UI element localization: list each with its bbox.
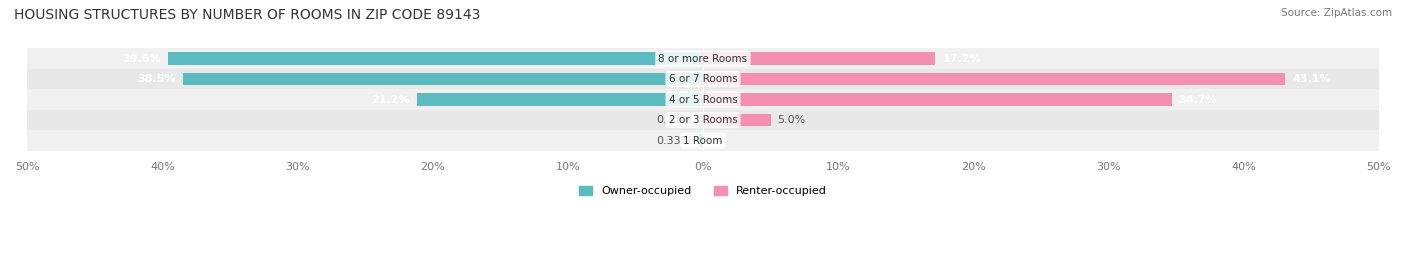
Bar — [27, 89, 1379, 110]
Text: 1 Room: 1 Room — [683, 136, 723, 146]
Text: 43.1%: 43.1% — [1292, 74, 1331, 84]
Text: 39.6%: 39.6% — [122, 54, 162, 63]
Text: 38.5%: 38.5% — [138, 74, 176, 84]
Bar — [699, 134, 703, 147]
Bar — [27, 48, 1379, 69]
Bar — [703, 73, 1285, 85]
Text: 34.7%: 34.7% — [1178, 95, 1218, 105]
Text: 0.33%: 0.33% — [657, 115, 692, 125]
Text: 21.2%: 21.2% — [371, 95, 409, 105]
Bar — [27, 69, 1379, 89]
Bar — [703, 114, 770, 126]
Text: 8 or more Rooms: 8 or more Rooms — [658, 54, 748, 63]
Text: 17.2%: 17.2% — [942, 54, 981, 63]
Bar — [183, 73, 703, 85]
Text: 0.33%: 0.33% — [657, 136, 692, 146]
Bar — [703, 52, 935, 65]
Bar — [416, 93, 703, 106]
Text: 6 or 7 Rooms: 6 or 7 Rooms — [669, 74, 737, 84]
Text: Source: ZipAtlas.com: Source: ZipAtlas.com — [1281, 8, 1392, 18]
Legend: Owner-occupied, Renter-occupied: Owner-occupied, Renter-occupied — [575, 182, 831, 201]
Bar — [27, 130, 1379, 151]
Bar — [27, 110, 1379, 130]
Bar — [699, 114, 703, 126]
Text: 5.0%: 5.0% — [778, 115, 806, 125]
Text: 4 or 5 Rooms: 4 or 5 Rooms — [669, 95, 737, 105]
Bar — [167, 52, 703, 65]
Bar — [703, 93, 1173, 106]
Text: 2 or 3 Rooms: 2 or 3 Rooms — [669, 115, 737, 125]
Text: HOUSING STRUCTURES BY NUMBER OF ROOMS IN ZIP CODE 89143: HOUSING STRUCTURES BY NUMBER OF ROOMS IN… — [14, 8, 481, 22]
